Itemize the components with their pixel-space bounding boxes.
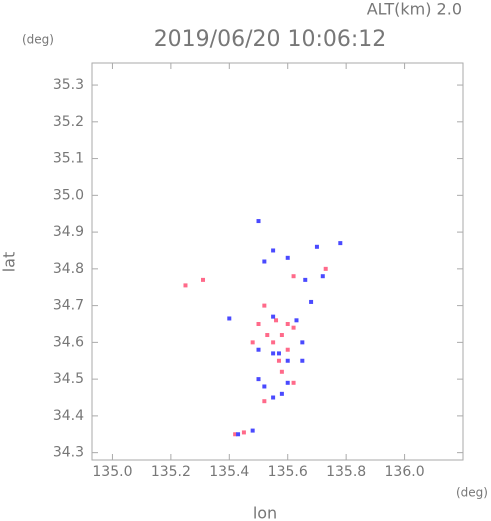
x-tick-label: 136.0: [385, 464, 425, 480]
plot-frame: [91, 62, 464, 461]
data-point: [285, 380, 290, 385]
data-point: [201, 277, 206, 282]
x-tick-label: 135.0: [92, 464, 132, 480]
data-point: [256, 321, 261, 326]
data-point: [276, 351, 281, 356]
data-point: [294, 318, 299, 323]
data-point: [309, 299, 314, 304]
data-point: [183, 283, 188, 288]
data-point: [279, 369, 284, 374]
data-point: [314, 244, 319, 249]
data-point: [256, 219, 261, 224]
data-point: [250, 428, 255, 433]
y-tick-label: 34.9: [53, 224, 84, 240]
data-point: [265, 333, 270, 338]
y-tick-label: 34.4: [53, 408, 84, 424]
data-point: [300, 358, 305, 363]
data-point: [233, 432, 238, 437]
data-point: [271, 340, 276, 345]
data-point: [291, 380, 296, 385]
data-point: [285, 358, 290, 363]
data-point: [271, 351, 276, 356]
x-tick-label: 135.4: [209, 464, 249, 480]
data-point: [291, 325, 296, 330]
x-tick-label: 135.6: [268, 464, 308, 480]
y-tick-label: 34.3: [53, 445, 84, 461]
chart-title: 2019/06/20 10:06:12: [154, 27, 387, 52]
x-tick-label: 135.2: [151, 464, 191, 480]
data-point: [227, 316, 232, 321]
y-tick-label: 35.2: [53, 114, 84, 130]
y-axis-label: lat: [0, 252, 19, 273]
y-tick-label: 35.0: [53, 187, 84, 203]
data-point: [291, 274, 296, 279]
data-point: [241, 430, 246, 435]
data-point: [262, 399, 267, 404]
data-point: [285, 321, 290, 326]
data-point: [262, 259, 267, 264]
y-tick-label: 34.7: [53, 298, 84, 314]
data-point: [274, 318, 279, 323]
data-point: [285, 255, 290, 260]
data-point: [271, 248, 276, 253]
y-unit: (deg): [22, 33, 54, 47]
y-tick-label: 35.3: [53, 77, 84, 93]
x-tick-label: 135.8: [326, 464, 366, 480]
y-tick-label: 34.6: [53, 334, 84, 350]
data-point: [262, 384, 267, 389]
data-point: [256, 347, 261, 352]
x-unit: (deg): [456, 486, 488, 500]
data-point: [285, 347, 290, 352]
x-axis-label: lon: [253, 504, 277, 521]
data-point: [271, 314, 276, 319]
y-tick-label: 35.1: [53, 151, 84, 167]
data-point: [338, 241, 343, 246]
data-point: [279, 391, 284, 396]
data-point: [236, 432, 241, 437]
data-point: [271, 395, 276, 400]
data-point: [250, 340, 255, 345]
data-point: [276, 358, 281, 363]
data-point: [323, 266, 328, 271]
y-tick-label: 34.8: [53, 261, 84, 277]
y-tick-label: 34.5: [53, 371, 84, 387]
data-point: [320, 274, 325, 279]
data-point: [279, 333, 284, 338]
data-point: [303, 277, 308, 282]
data-point: [262, 303, 267, 308]
data-point: [256, 377, 261, 382]
subtitle: ALT(km) 2.0: [367, 0, 462, 19]
data-point: [300, 340, 305, 345]
